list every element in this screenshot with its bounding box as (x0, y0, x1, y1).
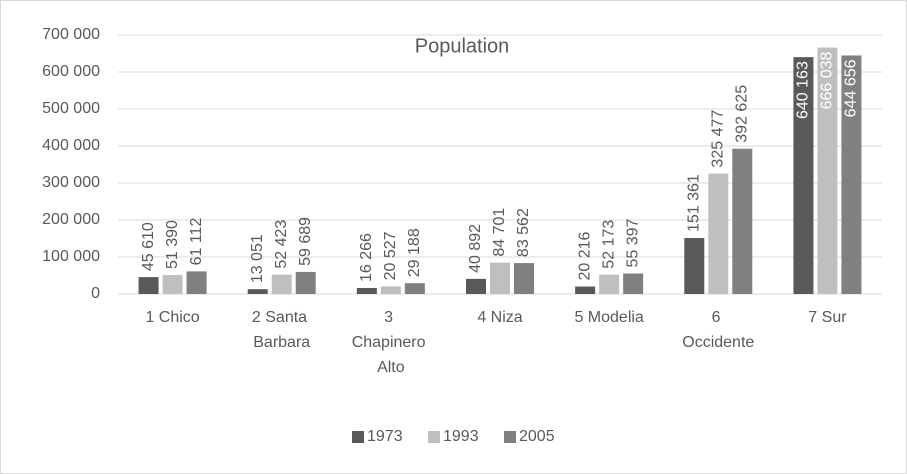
bar (841, 55, 862, 294)
bar (404, 283, 425, 294)
bar (271, 274, 292, 294)
y-tick-label: 600 000 (42, 63, 100, 80)
value-label: 61 112 (188, 218, 205, 266)
value-label: 392 625 (734, 85, 751, 143)
value-label: 13 051 (249, 234, 266, 283)
legend-label: 1993 (443, 428, 479, 445)
bar (138, 277, 159, 294)
bar (186, 271, 207, 294)
legend-swatch (352, 431, 364, 443)
value-label: 59 689 (297, 217, 314, 266)
bar (295, 271, 316, 294)
bar (356, 287, 377, 294)
legend-swatch (504, 431, 516, 443)
value-label: 40 892 (467, 224, 484, 273)
value-label: 52 173 (600, 220, 617, 269)
y-tick-label: 0 (91, 285, 100, 302)
bar (817, 47, 838, 294)
value-label: 325 477 (710, 110, 727, 168)
value-label: 51 390 (164, 220, 181, 269)
y-tick-label: 300 000 (42, 174, 100, 191)
value-label: 644 656 (843, 59, 860, 117)
value-label: 83 562 (515, 208, 532, 257)
chart-title: Population (415, 35, 510, 57)
value-label: 151 361 (686, 174, 703, 232)
value-label: 84 701 (491, 208, 508, 257)
value-label: 45 610 (140, 222, 157, 271)
bar (466, 278, 486, 294)
y-tick-label: 500 000 (42, 100, 100, 117)
bar (490, 262, 510, 294)
bar (575, 286, 596, 294)
value-label: 20 527 (382, 231, 399, 280)
value-label: 640 163 (795, 61, 812, 119)
y-tick-label: 200 000 (42, 211, 100, 228)
legend-label: 1973 (367, 428, 403, 445)
legend-label: 2005 (519, 428, 555, 445)
bar (380, 286, 401, 294)
x-tick-label: 1 Chico (145, 309, 199, 326)
x-tick-label: 4 Niza (477, 309, 522, 326)
y-tick-label: 400 000 (42, 137, 100, 154)
value-label: 16 266 (358, 233, 375, 282)
value-label: 52 423 (273, 220, 290, 269)
y-tick-label: 100 000 (42, 248, 100, 265)
y-tick-label: 700 000 (42, 26, 100, 43)
bar (732, 148, 753, 294)
bar (247, 289, 268, 294)
bar (599, 274, 620, 294)
x-tick-label: 7 Sur (808, 309, 847, 326)
legend-swatch (428, 431, 440, 443)
bar (708, 173, 729, 294)
bar (793, 57, 814, 294)
value-label: 666 038 (819, 51, 836, 109)
x-tick-label: 2 Santa Barbara (252, 309, 312, 351)
bar (684, 237, 705, 294)
x-tick-label: 5 Modelia (574, 309, 643, 326)
bar (623, 273, 644, 294)
value-label: 55 397 (624, 218, 641, 267)
x-tick-label: 6 Occidente (682, 309, 754, 351)
value-label: 20 216 (576, 231, 593, 280)
bar (162, 274, 183, 294)
bar (514, 263, 534, 294)
value-label: 29 188 (406, 228, 423, 277)
x-tick-label: 3 Chapinero Alto (352, 309, 430, 376)
